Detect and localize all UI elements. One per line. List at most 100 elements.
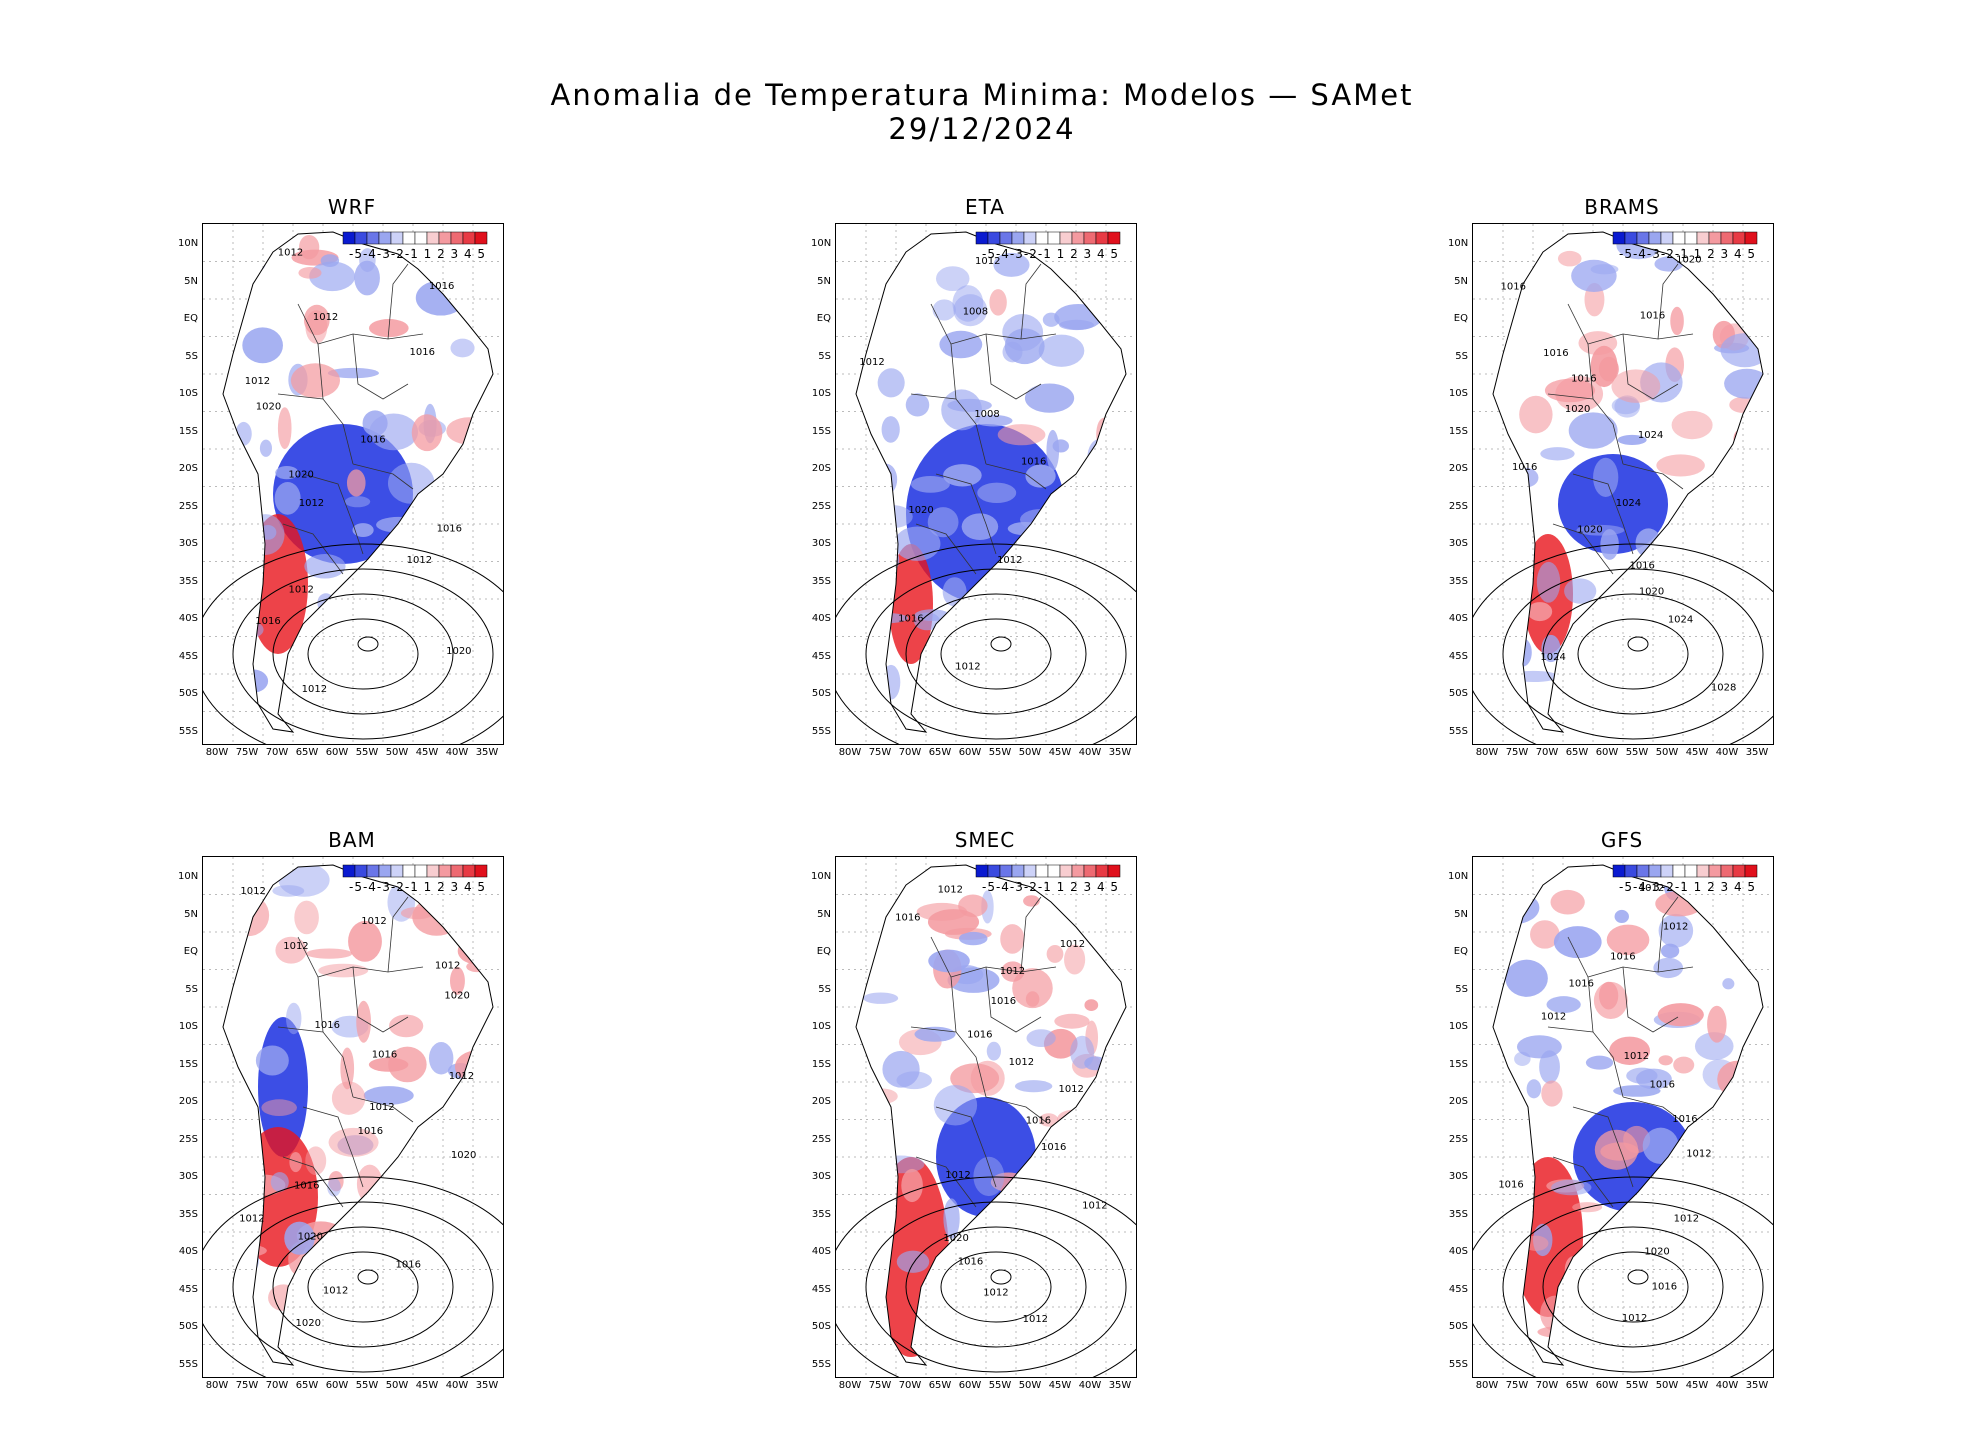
anomaly-patch: [973, 1156, 1005, 1197]
x-tick-label: 40W: [1078, 747, 1102, 758]
isobar-label: 1012: [945, 1170, 970, 1181]
anomaly-patch: [306, 1253, 330, 1277]
y-tick-label: 5S: [1455, 350, 1468, 362]
colorbar-swatch: [426, 864, 440, 878]
anomaly-patch: [865, 1088, 898, 1105]
anomaly-patch: [1010, 1268, 1048, 1304]
y-tick-label: 10S: [811, 388, 831, 399]
x-tick-label: 35W: [475, 1380, 499, 1391]
anomaly-patch: [1662, 674, 1684, 689]
isobar-label: 1012: [283, 941, 308, 952]
anomaly-patch: [369, 413, 419, 451]
anomaly-patch: [1658, 913, 1694, 948]
colorbar-swatch: [1684, 864, 1698, 878]
colorbar-swatch: [1107, 231, 1121, 245]
anomaly-patch: [1635, 528, 1662, 558]
anomaly-patch: [363, 1086, 414, 1105]
coastline: [855, 231, 1127, 733]
isobar-label: 1024: [1616, 498, 1641, 509]
isobar-label: 1012: [278, 247, 303, 258]
colorbar-swatch: [414, 231, 428, 245]
anomaly-patch: [961, 513, 999, 540]
map-svg: 1012 1016 1012 1012 1016 1016 1012 1012 1016 1016…: [836, 857, 1136, 1377]
anomaly-patch: [1561, 1314, 1574, 1353]
isobar-label: 1012: [299, 498, 324, 509]
colorbar-swatch: [1071, 231, 1085, 245]
anomaly-patch: [261, 1099, 297, 1116]
map-panel-brams: BRAMS 1020 1016 1016 1016 1016 1020 1024 1016 102…: [1448, 195, 1792, 758]
colorbar-swatch: [975, 864, 989, 878]
map-svg: 1012 1012 1012 1012 1020 1016 1016 1012 1012 1016…: [203, 857, 503, 1377]
x-tick-label: 35W: [1745, 1380, 1769, 1391]
anomaly-patch: [1707, 1005, 1727, 1043]
x-tick-label: 65W: [928, 747, 952, 758]
anomaly-patch: [327, 367, 379, 379]
colorbar-swatch: [1011, 864, 1025, 878]
isobar-contour: [232, 1201, 494, 1373]
country-border: [1547, 1026, 1624, 1098]
country-border: [387, 896, 409, 973]
anomaly-patch: [933, 1085, 978, 1126]
map-frame: 1012 1012 1016 1016 1012 1012 1016 1016 1012 1016…: [1472, 856, 1774, 1378]
y-tick-label: EQ: [183, 313, 198, 324]
colorbar-swatch: [1035, 231, 1049, 245]
y-tick-label: 5N: [817, 275, 831, 287]
anomaly-patch: [1735, 475, 1763, 494]
isobar-label: 1012: [288, 584, 313, 595]
isobar-label: 1016: [991, 996, 1016, 1007]
country-border: [1020, 263, 1042, 340]
anomaly-patch: [1546, 996, 1581, 1013]
x-tick-label: 75W: [868, 747, 892, 758]
anomaly-patch: [943, 464, 982, 487]
anomaly-patch: [238, 1142, 251, 1175]
isobar-contour: [272, 593, 454, 715]
anomaly-patch: [935, 266, 970, 292]
anomaly-patch: [1046, 944, 1064, 963]
isobar-label: 1020: [1676, 254, 1701, 265]
anomaly-patch: [357, 618, 406, 640]
isobar-label: 1016: [1498, 1179, 1523, 1190]
colorbar-swatch: [1744, 864, 1758, 878]
anomaly-patch: [894, 526, 941, 561]
anomaly-patch: [356, 624, 371, 646]
map-panel-eta: ETA 1012 1008 1012 1008 1016 1020 1012 1016 1012-…: [811, 195, 1155, 758]
y-tick-label: 10N: [178, 871, 199, 882]
x-tick-label: 65W: [1565, 1380, 1589, 1391]
anomaly-patch: [1516, 1035, 1562, 1059]
y-tick-label: 55S: [811, 1358, 831, 1370]
colorbar-swatch: [975, 231, 989, 245]
anomaly-patch: [277, 407, 292, 450]
x-tick-label: 55W: [988, 747, 1012, 758]
anomaly-patch: [905, 393, 930, 417]
anomaly-patch: [320, 254, 340, 267]
anomaly-patch: [941, 389, 982, 431]
colorbar-swatch: [1612, 864, 1626, 878]
anomaly-patch: [1614, 909, 1629, 924]
x-tick-label: 65W: [295, 747, 319, 758]
anomaly-patch: [950, 1063, 1000, 1094]
colorbar-swatch: [1660, 864, 1674, 878]
anomaly-patch: [459, 261, 493, 298]
isobar-contour: [357, 636, 379, 652]
isobar-label: 1020: [288, 469, 313, 480]
isobar-contour: [1627, 636, 1649, 652]
anomaly-patch: [278, 865, 330, 897]
y-tick-label: 45S: [811, 650, 831, 662]
x-tick-label: 65W: [928, 1380, 952, 1391]
colorbar-swatch: [342, 864, 356, 878]
isobar-label: 1012: [1674, 1214, 1699, 1225]
anomaly-patch: [1555, 1296, 1575, 1328]
isobar-label: 1012: [313, 312, 338, 323]
anomaly-patch: [1653, 957, 1684, 979]
isobar-label: 1016: [1629, 560, 1654, 571]
anomaly-patch: [1636, 1068, 1672, 1090]
isobar-label: 1020: [943, 1233, 968, 1244]
x-tick-label: 55W: [1625, 747, 1649, 758]
country-border: [930, 936, 957, 1033]
anomaly-patch: [1025, 464, 1056, 488]
isobar-label: 1012: [407, 555, 432, 566]
anomaly-patch: [1026, 1029, 1056, 1048]
anomaly-patch: [1617, 434, 1647, 445]
anomaly-patch: [1493, 891, 1540, 925]
country-border: [1020, 896, 1042, 973]
